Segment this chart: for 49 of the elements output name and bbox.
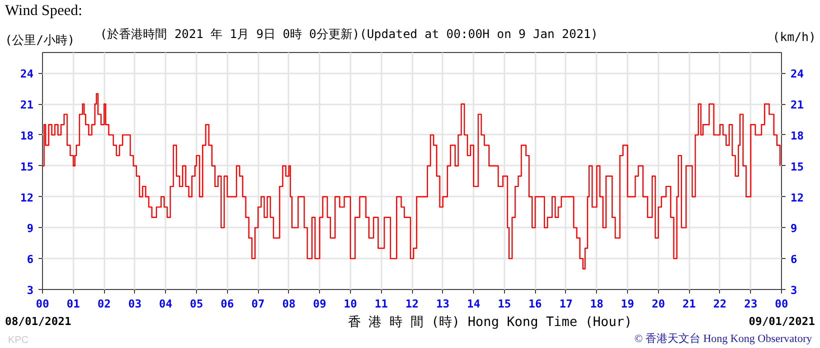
y-tick-label: 18 (20, 129, 34, 142)
y2-tick-label: 9 (790, 222, 798, 236)
text: 09/01/2021 (748, 315, 815, 328)
y-tick-label: 24 (20, 68, 34, 81)
x-tick-label: 01 (66, 298, 80, 310)
x-tick-label: 12 (405, 298, 419, 310)
x-tick-label: 06 (220, 298, 234, 310)
x-tick-label: 20 (652, 298, 665, 310)
y2-tick-label: 6 (790, 253, 798, 266)
x-tick-label: 18 (590, 298, 604, 310)
y-axis-title: (公里/小時) (5, 33, 75, 47)
y2-axis-title: (km/h) (772, 30, 816, 44)
x-axis-title: 香 港 時 間 (時) Hong Kong Time (Hour) (348, 315, 632, 330)
y-tick-label: 15 (20, 160, 34, 174)
y2-tick-label: 3 (790, 284, 798, 297)
x-tick-label: 02 (97, 298, 111, 310)
x-tick-label: 19 (620, 298, 634, 310)
x-tick-label: 23 (744, 298, 758, 310)
y2-tick-label: 18 (790, 129, 804, 142)
x-tick-label: 17 (559, 298, 573, 310)
x-tick-label: 00 (36, 298, 50, 310)
x-tick-label: 15 (498, 298, 511, 310)
x-tick-label: 10 (344, 298, 358, 310)
text: 08/01/2021 (5, 315, 72, 328)
x-tick-label: 09 (313, 298, 326, 310)
x-tick-label: 22 (713, 298, 727, 310)
x-tick-label: 08 (282, 298, 296, 310)
x-tick-label: 07 (251, 298, 265, 310)
x-tick-label: 04 (159, 298, 173, 310)
x-tick-label: 03 (128, 298, 142, 310)
x-tick-label: 00 (774, 298, 788, 310)
text: © 香港天文台 Hong Kong Observatory (634, 333, 812, 345)
y-tick-label: 21 (20, 98, 34, 112)
x-tick-label: 14 (466, 298, 481, 310)
y2-tick-label: 24 (790, 68, 804, 81)
chart-subtitle: (於香港時間 2021 年 1月 9日 0時 0分更新)(Updated at 00:00H on 9 Jan 2021) (100, 27, 598, 41)
x-tick-label: 05 (190, 298, 204, 310)
y2-tick-label: 21 (790, 98, 804, 112)
chart-title: Wind Speed: (5, 3, 82, 19)
x-tick-label: 11 (374, 298, 388, 310)
y2-tick-label: 12 (790, 191, 804, 204)
x-tick-label: 13 (436, 298, 450, 310)
y-tick-label: 9 (26, 222, 34, 236)
y-tick-label: 6 (26, 253, 34, 266)
x-tick-label: 21 (682, 298, 696, 310)
y-tick-label: 3 (26, 284, 34, 297)
y-tick-label: 12 (20, 191, 34, 204)
y2-tick-label: 15 (790, 160, 804, 174)
x-tick-label: 16 (528, 298, 542, 310)
